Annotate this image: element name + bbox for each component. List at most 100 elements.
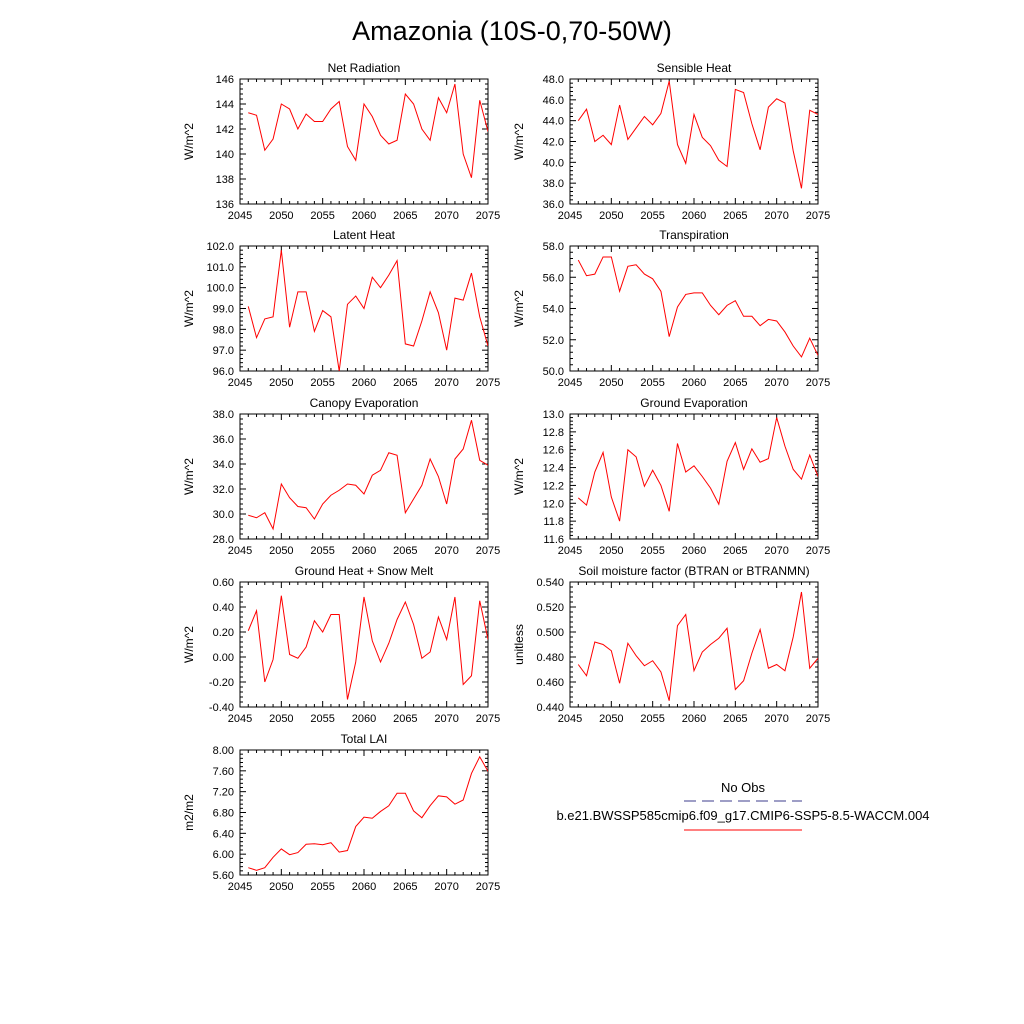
- x-tick-label: 2060: [682, 713, 706, 725]
- x-tick-label: 2075: [806, 377, 830, 389]
- series-line: [577, 256, 818, 358]
- y-tick-label: 97.0: [213, 345, 234, 357]
- y-tick-label: 146: [216, 74, 234, 86]
- x-tick-label: 2070: [434, 881, 458, 893]
- y-tick-label: 0.60: [213, 577, 234, 589]
- panel-title: Net Radiation: [328, 61, 401, 75]
- y-axis-label: W/m^2: [182, 290, 196, 327]
- y-tick-label: 12.8: [543, 427, 564, 439]
- y-tick-label: 96.0: [213, 366, 234, 378]
- x-tick-label: 2060: [352, 210, 376, 222]
- series-line: [248, 83, 488, 178]
- y-tick-label: 101.0: [206, 262, 234, 274]
- y-tick-label: 7.60: [213, 766, 234, 778]
- chart-panel: Canopy Evaporation W/m^2 2045 2050 2055 2060 2…: [182, 396, 500, 557]
- x-tick-label: 2055: [640, 210, 664, 222]
- y-tick-label: 0.460: [536, 677, 564, 689]
- x-tick-label: 2050: [599, 713, 623, 725]
- y-axis-label: W/m^2: [182, 123, 196, 160]
- x-tick-label: 2045: [558, 545, 582, 557]
- x-tick-label: 2065: [723, 545, 747, 557]
- y-tick-label: 138: [216, 174, 234, 186]
- y-tick-label: 34.0: [213, 459, 234, 471]
- series-line: [577, 80, 818, 189]
- x-tick-label: 2070: [434, 377, 458, 389]
- y-tick-label: 5.60: [213, 870, 234, 882]
- chart-panel: Latent Heat W/m^2 2045 2050 2055 2060 2065 2070…: [182, 228, 500, 389]
- y-tick-label: 0.40: [213, 602, 234, 614]
- x-tick-label: 2055: [640, 545, 664, 557]
- x-tick-label: 2050: [269, 210, 293, 222]
- y-tick-label: 12.4: [543, 463, 564, 475]
- y-tick-label: 8.00: [213, 745, 234, 757]
- y-tick-label: 36.0: [543, 199, 564, 211]
- chart-panel: Transpiration W/m^2 2045 2050 2055 2060 2065 20…: [512, 228, 830, 389]
- panel-title: Ground Evaporation: [640, 396, 747, 410]
- x-tick-label: 2055: [310, 210, 334, 222]
- x-tick-label: 2060: [352, 377, 376, 389]
- chart-panel: Ground Heat + Snow Melt W/m^2 2045 2050 2055…: [182, 564, 500, 725]
- y-tick-label: 0.00: [213, 652, 234, 664]
- x-tick-label: 2050: [599, 545, 623, 557]
- y-tick-label: 38.0: [213, 409, 234, 421]
- legend: No Obs b.e21.BWSSP585cmip6.f09_g17.CMIP6…: [556, 780, 930, 831]
- y-tick-label: -0.20: [209, 677, 234, 689]
- x-tick-label: 2055: [310, 881, 334, 893]
- y-tick-label: -0.40: [209, 702, 234, 714]
- x-tick-label: 2065: [393, 377, 417, 389]
- y-axis-label: W/m^2: [512, 290, 526, 327]
- y-tick-label: 0.520: [536, 602, 564, 614]
- y-tick-label: 48.0: [543, 74, 564, 86]
- x-tick-label: 2075: [476, 881, 500, 893]
- y-tick-label: 58.0: [543, 241, 564, 253]
- y-tick-label: 0.440: [536, 702, 564, 714]
- x-tick-label: 2065: [393, 210, 417, 222]
- x-tick-label: 2055: [310, 377, 334, 389]
- x-tick-label: 2050: [269, 545, 293, 557]
- y-tick-label: 7.20: [213, 787, 234, 799]
- y-tick-label: 99.0: [213, 304, 234, 316]
- y-tick-label: 6.40: [213, 828, 234, 840]
- y-tick-label: 42.0: [543, 137, 564, 149]
- y-tick-label: 12.0: [543, 498, 564, 510]
- x-tick-label: 2070: [764, 210, 788, 222]
- y-tick-label: 6.80: [213, 808, 234, 820]
- x-tick-label: 2045: [228, 713, 252, 725]
- x-tick-label: 2070: [434, 545, 458, 557]
- x-tick-label: 2075: [476, 210, 500, 222]
- x-tick-label: 2075: [806, 210, 830, 222]
- y-tick-label: 40.0: [543, 157, 564, 169]
- x-tick-label: 2065: [723, 713, 747, 725]
- x-tick-label: 2045: [558, 377, 582, 389]
- x-tick-label: 2065: [393, 545, 417, 557]
- x-tick-label: 2045: [228, 377, 252, 389]
- y-tick-label: 28.0: [213, 534, 234, 546]
- y-tick-label: 140: [216, 149, 234, 161]
- panel-title: Total LAI: [341, 732, 388, 746]
- x-tick-label: 2045: [228, 881, 252, 893]
- y-tick-label: 30.0: [213, 509, 234, 521]
- legend-case-label: b.e21.BWSSP585cmip6.f09_g17.CMIP6-SSP5-8…: [556, 808, 929, 823]
- x-tick-label: 2070: [764, 377, 788, 389]
- chart-panel: Total LAI m2/m2 2045 2050 2055 2060 2065 2070 20…: [182, 732, 500, 893]
- y-tick-label: 12.2: [543, 480, 564, 492]
- x-tick-label: 2075: [476, 377, 500, 389]
- x-tick-label: 2075: [476, 545, 500, 557]
- x-tick-label: 2045: [558, 713, 582, 725]
- x-tick-label: 2050: [599, 377, 623, 389]
- y-axis-label: unitless: [512, 624, 526, 665]
- x-tick-label: 2070: [764, 713, 788, 725]
- y-tick-label: 52.0: [543, 335, 564, 347]
- panel-title: Soil moisture factor (BTRAN or BTRANMN): [578, 564, 809, 578]
- y-tick-label: 6.00: [213, 849, 234, 861]
- x-tick-label: 2055: [310, 713, 334, 725]
- x-tick-label: 2070: [764, 545, 788, 557]
- chart-panels: Net Radiation W/m^2 2045 2050 2055 2060 2065 20…: [182, 61, 830, 893]
- x-tick-label: 2055: [640, 713, 664, 725]
- y-tick-label: 32.0: [213, 484, 234, 496]
- y-axis-label: W/m^2: [512, 458, 526, 495]
- y-axis-label: W/m^2: [182, 458, 196, 495]
- series-line: [248, 755, 488, 871]
- x-tick-label: 2055: [310, 545, 334, 557]
